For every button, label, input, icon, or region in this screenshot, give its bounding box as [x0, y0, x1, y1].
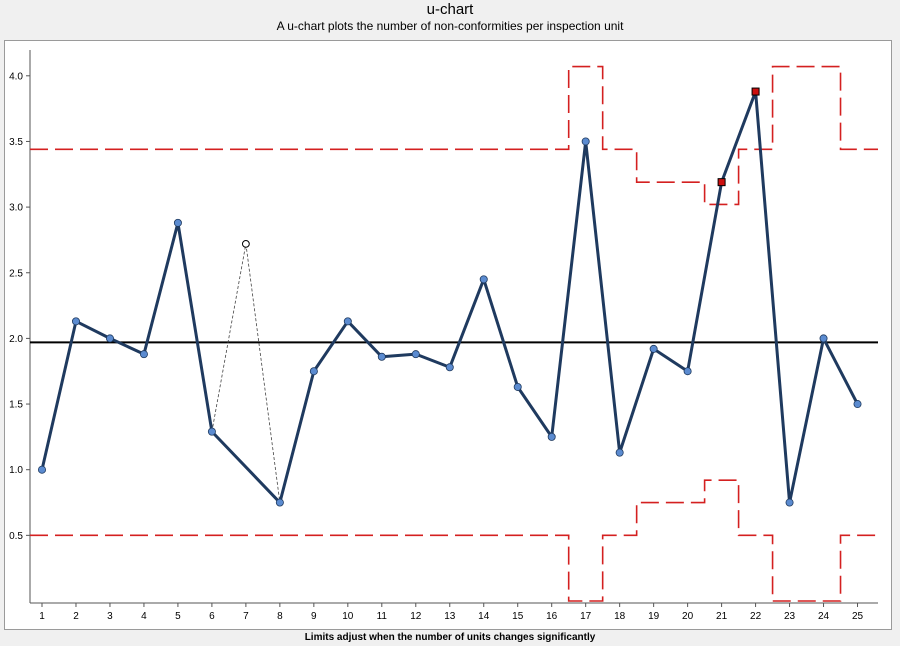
data-point: [411, 350, 420, 359]
y-tick-label: 3.0: [9, 203, 23, 214]
data-point: [377, 352, 386, 361]
data-point: [207, 427, 216, 436]
data-point: [615, 448, 624, 457]
x-tick-label: 5: [175, 611, 181, 622]
x-tick-label: 13: [444, 611, 456, 622]
x-tick-label: 14: [478, 611, 490, 622]
data-point: [683, 367, 692, 376]
data-point: [173, 218, 182, 227]
data-point: [38, 465, 47, 474]
x-tick-label: 18: [614, 611, 626, 622]
excluded-connector: [245, 243, 281, 503]
y-tick-label: 1.5: [9, 400, 23, 411]
chart-subtitle: A u-chart plots the number of non-confor…: [276, 19, 624, 33]
x-tick-label: 12: [410, 611, 422, 622]
data-point: [105, 334, 114, 343]
x-tick-label: 3: [107, 611, 113, 622]
data-point: [819, 334, 828, 343]
data-point: [479, 275, 488, 284]
y-tick-label: 3.5: [9, 137, 23, 148]
series-line: [40, 90, 859, 505]
x-tick-label: 10: [342, 611, 354, 622]
data-point: [513, 382, 522, 391]
chart-title: u-chart: [426, 1, 474, 18]
x-tick-label: 19: [648, 611, 660, 622]
x-tick-label: 6: [209, 611, 215, 622]
y-tick-label: 1.0: [9, 465, 23, 476]
x-tick-label: 17: [580, 611, 592, 622]
x-tick-label: 2: [73, 611, 79, 622]
excluded-connector: [211, 243, 247, 432]
x-tick-label: 1: [39, 611, 45, 622]
x-tick-label: 20: [682, 611, 694, 622]
x-tick-label: 25: [852, 611, 864, 622]
x-tick-label: 23: [784, 611, 796, 622]
x-tick-label: 24: [818, 611, 830, 622]
x-tick-label: 9: [311, 611, 317, 622]
x-tick-label: 7: [243, 611, 249, 622]
data-point: [309, 367, 318, 376]
y-tick-label: 4.0: [9, 71, 23, 82]
x-tick-label: 15: [512, 611, 524, 622]
y-tick-label: 0.5: [9, 531, 23, 542]
data-point: [853, 400, 862, 409]
excluded-point: [241, 239, 250, 248]
upper-control-limit: [30, 65, 878, 206]
y-tick-label: 2.0: [9, 334, 23, 345]
x-tick-label: 16: [546, 611, 558, 622]
lower-control-limit: [30, 479, 878, 602]
data-point: [785, 498, 794, 507]
out-of-control-point: [717, 178, 726, 187]
x-tick-label: 22: [750, 611, 762, 622]
data-point: [547, 432, 556, 441]
out-of-control-point: [751, 87, 760, 96]
data-point: [275, 498, 284, 507]
x-tick-label: 4: [141, 611, 147, 622]
data-point: [71, 317, 80, 326]
data-point: [581, 137, 590, 146]
x-tick-label: 21: [716, 611, 728, 622]
data-point: [139, 350, 148, 359]
y-tick-label: 2.5: [9, 268, 23, 279]
data-point: [343, 317, 352, 326]
chart-footer-note: Limits adjust when the number of units c…: [304, 632, 596, 643]
x-tick-label: 11: [377, 611, 388, 622]
plot-area: [4, 40, 892, 630]
data-point: [445, 363, 454, 372]
data-point: [649, 344, 658, 353]
x-tick-label: 8: [277, 611, 283, 622]
